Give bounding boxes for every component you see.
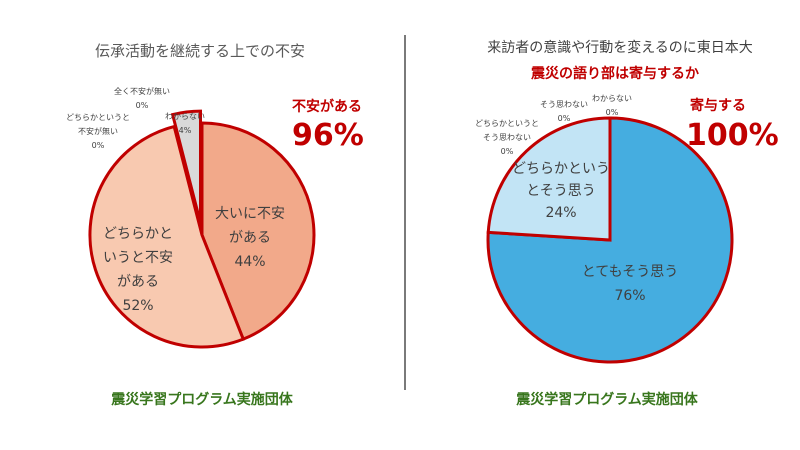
right-panel: 来訪者の意識や行動を変えるのに東日本大 震災の語り部は寄与するか とてもそう思う… [475,39,779,408]
slice-label-1-percent: 76% [614,288,645,304]
slice-label-1-line1: 大いに不安 [215,206,285,222]
slice-label-5-line1: わからない [165,112,205,121]
slice-label-2-line1: どちらかという [512,161,610,177]
right-callout-label: 寄与する [690,97,746,114]
slice-label-2-line2: いうと不安 [103,250,173,266]
left-pie-chart [88,109,316,349]
right-chart-title-line2: 震災の語り部は寄与するか [530,65,699,82]
right-pie-labels: とてもそう思う76%どちらかというとそう思う24%どちらかというとそう思わない0… [475,94,678,304]
pie-slice-2 [486,116,612,242]
pie-slice-1 [200,121,316,342]
left-callout-label: 不安がある [292,98,362,115]
slice-label-4-line1: 全く不安が無い [114,86,170,96]
left-callout-value: 96% [292,118,364,153]
slice-label-4-percent: 0% [136,101,149,110]
slice-label-5-line1: わからない [592,94,632,103]
slice-label-1-percent: 44% [234,254,265,270]
right-callout-value: 100% [686,118,779,153]
slice-label-1-line2: がある [229,230,271,246]
slice-label-2-percent: 24% [545,205,576,221]
pie-slice-5 [170,109,203,224]
slice-label-2-line2: とそう思う [526,183,596,199]
slice-label-1-line1: とてもそう思う [582,264,679,280]
left-chart-title: 伝承活動を継続する上での不安 [95,42,305,60]
slice-label-4-line1: そう思わない [540,100,588,109]
slice-label-3-line1: どちらかというと [66,113,130,122]
slice-label-2-line1: どちらかと [103,226,173,242]
slice-label-3-percent: 0% [501,147,514,156]
slice-label-3-line2: 不安が無い [78,126,118,136]
slice-label-5-percent: 4% [179,126,192,135]
slice-label-2-percent: 52% [122,298,153,314]
slice-label-4-percent: 0% [558,114,571,123]
right-footer: 震災学習プログラム実施団体 [515,391,699,408]
left-pie-labels: 大いに不安がある44%どちらかというと不安がある52%どちらかというと不安が無い… [66,86,285,314]
slice-label-3-line1: どちらかというと [475,119,539,128]
slice-label-3-line2: そう思わない [483,133,531,142]
right-pie-chart [486,116,734,364]
slice-label-3-percent: 0% [92,141,105,150]
pie-slice-2 [88,124,246,349]
right-chart-title-line1: 来訪者の意識や行動を変えるのに東日本大 [487,39,753,56]
slice-label-2-line3: がある [117,274,159,290]
left-footer: 震災学習プログラム実施団体 [110,391,294,408]
left-panel: 伝承活動を継続する上での不安 大いに不安がある44%どちらかというと不安がある5… [66,42,364,408]
slice-label-5-percent: 0% [606,108,619,117]
